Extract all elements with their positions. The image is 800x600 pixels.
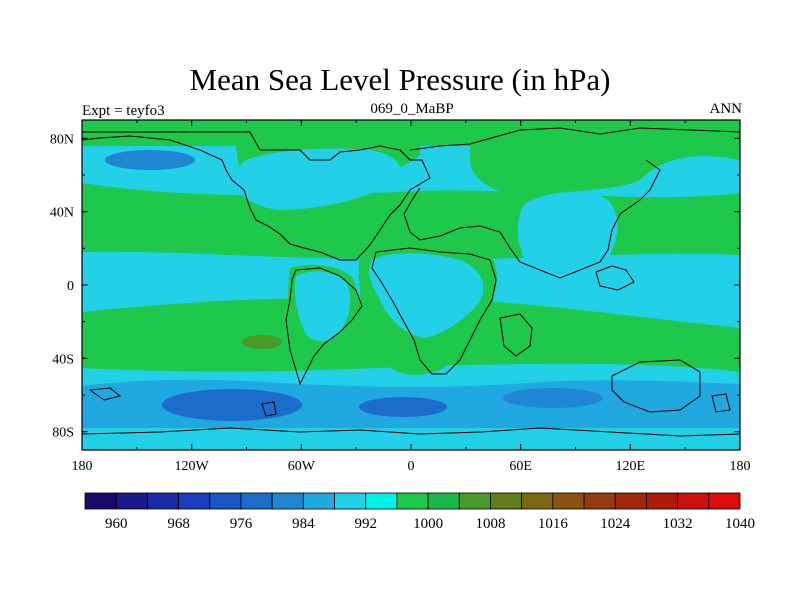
colorbar-label: 1024 xyxy=(600,516,631,532)
north-america-low-1000 xyxy=(235,148,401,210)
southern-ocean-low-atlantic-984 xyxy=(359,397,447,417)
madagascar-coast xyxy=(499,313,533,357)
colorbar-label: 976 xyxy=(230,516,253,532)
colorbar: 960 968 976 984 992 1000 1008 1016 1024 1032 1040 xyxy=(84,492,755,532)
colorbar-swatch xyxy=(302,492,335,510)
asia-low-1000 xyxy=(517,192,618,281)
lon-tick-label: 120E xyxy=(616,459,646,474)
band-antarctic-1000 xyxy=(82,428,740,450)
north-pacific-low-992 xyxy=(105,150,195,170)
colorbar-swatch xyxy=(583,492,616,510)
experiment-label: Expt = teyfo3 xyxy=(82,103,165,119)
maritime-continent-coast xyxy=(595,265,635,291)
eurasia-coast xyxy=(403,127,740,279)
lon-tick-label: 180 xyxy=(730,459,751,474)
colorbar-swatch xyxy=(614,492,647,510)
colorbar-swatch xyxy=(427,492,460,510)
colorbar-label: 992 xyxy=(354,516,377,532)
colorbar-label: 984 xyxy=(292,516,315,532)
north-america-coast xyxy=(82,131,431,261)
colorbar-swatch xyxy=(521,492,554,510)
africa-coast xyxy=(371,247,497,375)
axis-ticks: 80N 40N 0 40S 80S 180 120W 60W 0 60E 120E 180 xyxy=(50,120,751,474)
colorbar-swatch xyxy=(209,492,242,510)
colorbar-swatch xyxy=(646,492,679,510)
colorbar-label: 1008 xyxy=(475,516,505,532)
colorbar-swatch xyxy=(334,492,367,510)
lon-tick-label: 180 xyxy=(72,459,93,474)
southern-ocean-low-pacific-984 xyxy=(162,389,302,421)
colorbar-swatch xyxy=(458,492,491,510)
colorbar-label: 1000 xyxy=(413,516,443,532)
colorbar-swatch xyxy=(146,492,179,510)
south-america-low-1000 xyxy=(294,271,351,342)
colorbar-swatch xyxy=(178,492,211,510)
colorbar-label: 1032 xyxy=(663,516,693,532)
colorbar-swatch xyxy=(708,492,741,510)
lon-tick-label: 0 xyxy=(408,459,415,474)
colorbar-swatch xyxy=(84,492,117,510)
colorbar-swatch xyxy=(115,492,148,510)
season-label: ANN xyxy=(709,101,743,117)
period-label: 069_0_MaBP xyxy=(370,101,454,117)
colorbar-swatch xyxy=(240,492,273,510)
colorbar-label: 1040 xyxy=(725,516,755,532)
lon-tick-label: 120W xyxy=(175,459,210,474)
lat-tick-label: 40N xyxy=(50,206,74,221)
southern-ocean-low-indian-988 xyxy=(503,388,603,408)
colorbar-swatch xyxy=(490,492,523,510)
lon-tick-label: 60E xyxy=(509,459,532,474)
australia-coast xyxy=(611,359,701,413)
colorbar-swatch xyxy=(396,492,429,510)
lon-tick-label: 60W xyxy=(288,459,316,474)
map-title: Mean Sea Level Pressure (in hPa) xyxy=(189,62,611,97)
lat-tick-label: 0 xyxy=(67,279,74,294)
colorbar-swatch xyxy=(552,492,585,510)
lat-tick-label: 80S xyxy=(52,426,74,441)
africa-low-1000 xyxy=(369,253,484,338)
coastlines xyxy=(82,127,740,437)
colorbar-swatch xyxy=(677,492,710,510)
eurasia-1004 xyxy=(470,120,740,196)
colorbar-label: 968 xyxy=(167,516,190,532)
islands-coast xyxy=(88,387,731,417)
colorbar-swatch xyxy=(271,492,304,510)
lat-tick-label: 80N xyxy=(50,132,74,147)
colorbar-label: 960 xyxy=(105,516,128,532)
south-atlantic-high-1016 xyxy=(242,335,282,349)
lat-tick-label: 40S xyxy=(52,352,74,367)
colorbar-label: 1016 xyxy=(538,516,569,532)
south-america-coast xyxy=(285,267,363,386)
colorbar-swatch xyxy=(365,492,398,510)
antarctica-coast xyxy=(82,427,740,437)
pressure-field xyxy=(82,120,740,450)
